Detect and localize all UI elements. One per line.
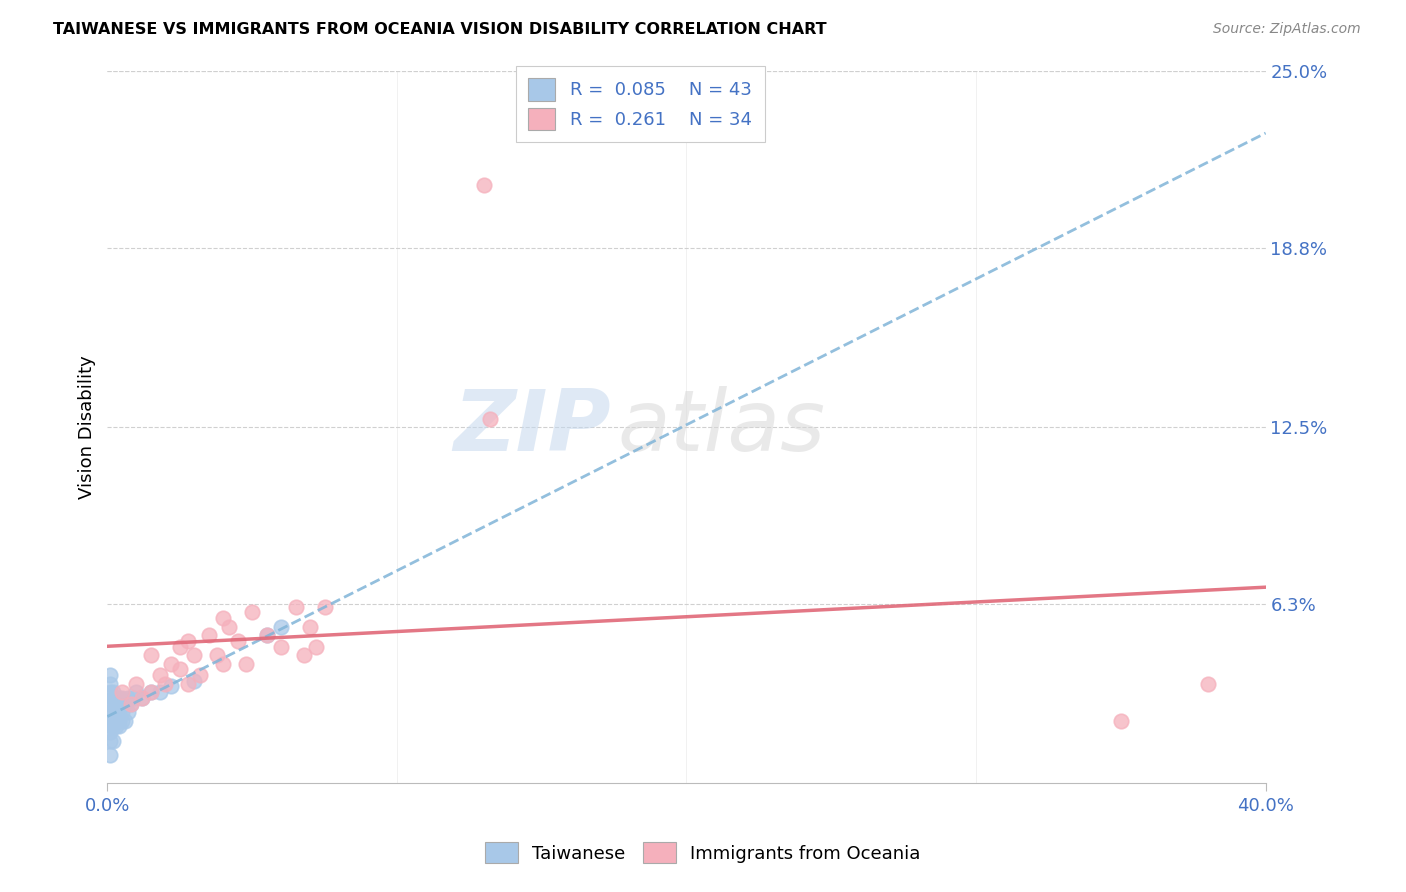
Point bbox=[111, 685, 134, 699]
Point bbox=[226, 634, 249, 648]
Point bbox=[111, 690, 134, 705]
Point bbox=[139, 648, 162, 662]
Legend: R =  0.085    N = 43, R =  0.261    N = 34: R = 0.085 N = 43, R = 0.261 N = 34 bbox=[516, 66, 765, 143]
Point bbox=[114, 714, 136, 728]
Point bbox=[98, 747, 121, 762]
Point bbox=[148, 668, 170, 682]
Point bbox=[101, 719, 124, 733]
Point bbox=[98, 697, 121, 711]
Point bbox=[117, 705, 139, 719]
Point bbox=[472, 178, 495, 192]
Legend: Taiwanese, Immigrants from Oceania: Taiwanese, Immigrants from Oceania bbox=[477, 833, 929, 872]
Point bbox=[169, 662, 191, 676]
Point bbox=[299, 620, 322, 634]
Point bbox=[148, 685, 170, 699]
Point bbox=[114, 697, 136, 711]
Point bbox=[139, 685, 162, 699]
Point bbox=[108, 690, 131, 705]
Point bbox=[101, 685, 124, 699]
Point bbox=[98, 705, 121, 719]
Point bbox=[98, 685, 121, 699]
Text: atlas: atlas bbox=[617, 385, 825, 468]
Point bbox=[212, 657, 235, 671]
Point bbox=[101, 697, 124, 711]
Point bbox=[235, 657, 257, 671]
Point bbox=[169, 640, 191, 654]
Point bbox=[120, 697, 142, 711]
Point bbox=[101, 733, 124, 747]
Point bbox=[292, 648, 315, 662]
Point bbox=[160, 680, 183, 694]
Point bbox=[478, 411, 501, 425]
Point bbox=[218, 620, 240, 634]
Point bbox=[314, 599, 336, 614]
Point bbox=[177, 634, 200, 648]
Point bbox=[98, 676, 121, 690]
Point bbox=[183, 673, 205, 688]
Text: TAIWANESE VS IMMIGRANTS FROM OCEANIA VISION DISABILITY CORRELATION CHART: TAIWANESE VS IMMIGRANTS FROM OCEANIA VIS… bbox=[53, 22, 827, 37]
Point bbox=[117, 690, 139, 705]
Point bbox=[101, 690, 124, 705]
Point bbox=[98, 725, 121, 739]
Point bbox=[120, 697, 142, 711]
Point bbox=[98, 733, 121, 747]
Point bbox=[131, 690, 153, 705]
Point bbox=[105, 719, 128, 733]
Point bbox=[105, 705, 128, 719]
Point bbox=[1109, 714, 1132, 728]
Point bbox=[207, 648, 229, 662]
Point bbox=[177, 676, 200, 690]
Point bbox=[188, 668, 211, 682]
Point bbox=[125, 676, 148, 690]
Point bbox=[240, 606, 263, 620]
Point bbox=[284, 599, 307, 614]
Point bbox=[256, 628, 278, 642]
Point bbox=[101, 705, 124, 719]
Point bbox=[131, 690, 153, 705]
Point bbox=[155, 676, 177, 690]
Y-axis label: Vision Disability: Vision Disability bbox=[79, 355, 96, 500]
Point bbox=[212, 611, 235, 625]
Point bbox=[98, 668, 121, 682]
Point bbox=[105, 714, 128, 728]
Point bbox=[111, 714, 134, 728]
Point bbox=[270, 640, 292, 654]
Point bbox=[108, 714, 131, 728]
Text: ZIP: ZIP bbox=[454, 385, 612, 468]
Point bbox=[1197, 676, 1219, 690]
Point bbox=[139, 685, 162, 699]
Point bbox=[105, 697, 128, 711]
Point bbox=[270, 620, 292, 634]
Point bbox=[98, 719, 121, 733]
Point bbox=[105, 690, 128, 705]
Point bbox=[160, 657, 183, 671]
Point bbox=[183, 648, 205, 662]
Point bbox=[108, 719, 131, 733]
Point bbox=[108, 705, 131, 719]
Point bbox=[111, 705, 134, 719]
Point bbox=[101, 714, 124, 728]
Point bbox=[122, 690, 145, 705]
Point bbox=[125, 685, 148, 699]
Point bbox=[98, 714, 121, 728]
Point bbox=[197, 628, 219, 642]
Point bbox=[305, 640, 328, 654]
Text: Source: ZipAtlas.com: Source: ZipAtlas.com bbox=[1213, 22, 1361, 37]
Point bbox=[256, 628, 278, 642]
